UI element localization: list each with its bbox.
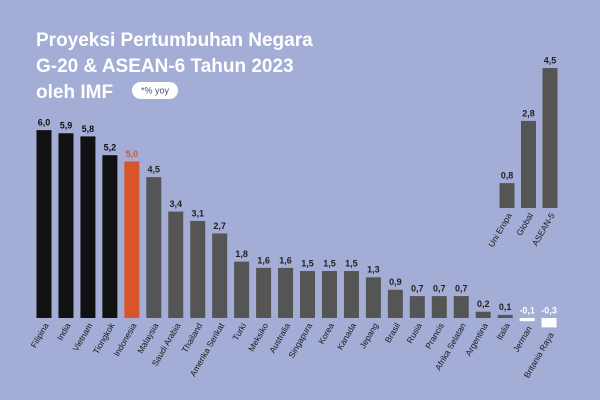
bar: [499, 183, 515, 208]
bar: [519, 317, 535, 322]
bar: [102, 155, 118, 318]
value-label: 4,5: [148, 164, 161, 174]
value-label: 3,1: [191, 208, 204, 218]
chart-title: Proyeksi Pertumbuhan Negara: [36, 30, 313, 51]
bar: [146, 177, 162, 318]
value-label: 1,8: [235, 249, 248, 259]
value-label: 0,9: [389, 277, 402, 287]
bar: [300, 271, 316, 318]
bar: [190, 220, 206, 318]
value-label: 5,9: [60, 121, 73, 131]
note-badge: [132, 82, 178, 99]
value-label: 0,8: [501, 170, 514, 180]
value-label: 0,7: [411, 283, 424, 293]
value-label: 6,0: [38, 118, 51, 128]
value-label: 1,3: [367, 265, 380, 275]
value-label: 5,2: [104, 143, 117, 153]
bar: [541, 317, 557, 328]
bar: [80, 136, 96, 318]
bar: [234, 261, 250, 318]
value-label: 5,0: [126, 149, 139, 159]
value-label: -0,1: [519, 305, 535, 315]
bar: [256, 267, 272, 318]
bar: [36, 130, 52, 318]
bar: [431, 296, 447, 318]
value-label: 0,1: [499, 302, 512, 312]
value-label: 1,5: [323, 258, 336, 268]
bar: [365, 277, 381, 318]
bar: [278, 267, 294, 318]
value-label: 0,2: [477, 299, 490, 309]
bar: [521, 120, 536, 208]
bar: [321, 271, 337, 318]
bar: [343, 271, 359, 318]
bar: [409, 296, 425, 318]
value-label: 1,6: [257, 255, 270, 265]
bar: [212, 233, 228, 318]
note: *% yoy: [141, 85, 170, 95]
bar: [497, 314, 513, 318]
value-label: 0,7: [433, 283, 446, 293]
value-label: 5,8: [82, 124, 95, 134]
chart-title: G-20 & ASEAN-6 Tahun 2023: [36, 56, 294, 77]
value-label: 1,6: [279, 255, 292, 265]
bar: [475, 311, 491, 318]
value-label: 1,5: [301, 258, 314, 268]
bar: [453, 296, 469, 318]
value-label: 3,4: [170, 199, 183, 209]
value-label: 1,5: [345, 258, 358, 268]
bar: [387, 289, 403, 318]
bar: [542, 68, 558, 208]
value-label: -0,3: [541, 305, 557, 315]
value-label: 2,7: [213, 221, 226, 231]
bar: [168, 211, 184, 318]
value-label: 0,7: [455, 283, 468, 293]
value-label: 4,5: [544, 55, 557, 65]
value-label: 2,8: [522, 108, 535, 118]
bar: [58, 133, 74, 318]
chart-title: oleh IMF: [36, 82, 113, 103]
bar: [124, 161, 140, 318]
